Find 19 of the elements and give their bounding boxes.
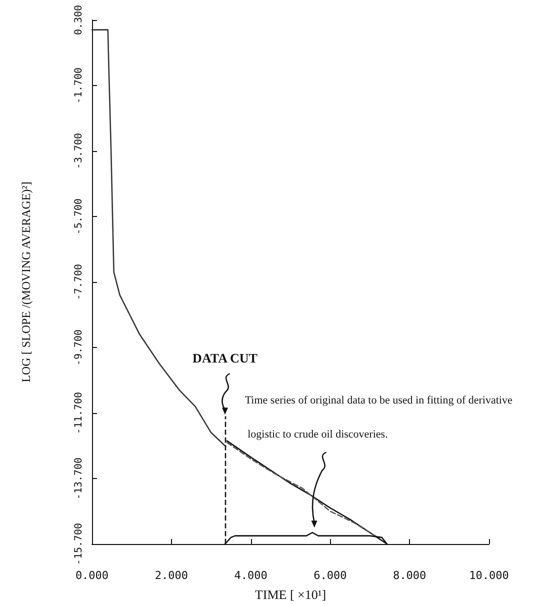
x-tick-label: 2.000 xyxy=(154,569,188,582)
x-tick-label: 0.000 xyxy=(75,569,109,582)
x-tick-label: 10.000 xyxy=(469,569,509,582)
y-tick-label: 0.300 xyxy=(74,4,84,36)
x-axis-title: TIME [ ×10¹] xyxy=(254,587,326,602)
y-tick-label: -11.700 xyxy=(74,392,84,434)
y-tick-label: -13.700 xyxy=(74,457,84,500)
y-tick-label: -3.700 xyxy=(74,132,84,170)
x-tick-label: 6.000 xyxy=(314,569,347,582)
text: Time series of original data to be used in fitting of derivative logistic to crude oil discoveries. xyxy=(244,394,512,441)
x-tick-label: 4.000 xyxy=(234,569,268,582)
y-tick-label: -15.700 xyxy=(74,522,84,566)
x-tick-label: 8.000 xyxy=(393,569,426,582)
y-tick-label: -1.700 xyxy=(74,67,84,104)
y-axis-title: LOG [ SLOPE /(MOVING AVERAGE)²] xyxy=(19,182,33,382)
y-tick-label: -5.700 xyxy=(74,198,84,235)
ref-line-label: DATA CUT xyxy=(192,350,258,366)
y-tick-label: -7.700 xyxy=(74,264,84,300)
y-tick-label: -9.700 xyxy=(74,329,84,366)
